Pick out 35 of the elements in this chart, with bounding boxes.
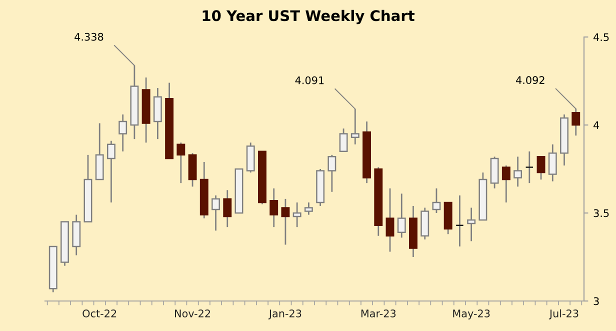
candlestick: [455, 194, 464, 248]
candlestick: [281, 198, 290, 246]
y-tick-label: 4.5: [594, 33, 609, 42]
annotation: 4.091: [295, 76, 324, 84]
x-tick-label: Oct-22: [82, 310, 116, 318]
y-tick-label: 3.5: [594, 209, 609, 218]
candlestick: [548, 144, 557, 182]
candlestick: [176, 142, 186, 184]
x-tick-label: Jan-23: [268, 310, 302, 320]
candlestick: [328, 154, 336, 193]
x-tick-label: Nov-22: [175, 310, 210, 318]
candlestick: [397, 192, 406, 238]
y-tick-label: 4: [594, 121, 600, 129]
candlestick: [525, 150, 534, 184]
candlestick: [304, 202, 313, 216]
x-tick-label: May-23: [453, 310, 490, 320]
annotation: 4.092: [516, 76, 544, 84]
x-tick-label: Jul-23: [548, 309, 578, 320]
candlestick: [432, 188, 441, 214]
candlestick: [106, 140, 116, 204]
candlestick: [223, 189, 232, 228]
candlestick: [536, 156, 546, 180]
chart-title: 10 Year UST Weekly Chart: [202, 10, 415, 24]
y-tick-label: 3: [594, 297, 599, 306]
candlestick: [467, 207, 476, 242]
candlestick: [339, 128, 348, 152]
candlestick: [118, 114, 128, 152]
candlestick: [502, 164, 510, 204]
candlestick: [270, 188, 278, 228]
candlestick: [386, 188, 394, 252]
candlestick: [212, 194, 220, 232]
candlestick: [514, 156, 522, 188]
candlestick: [292, 202, 302, 228]
annotation: 4.338: [74, 32, 104, 41]
x-tick-label: Mar-23: [361, 310, 396, 318]
